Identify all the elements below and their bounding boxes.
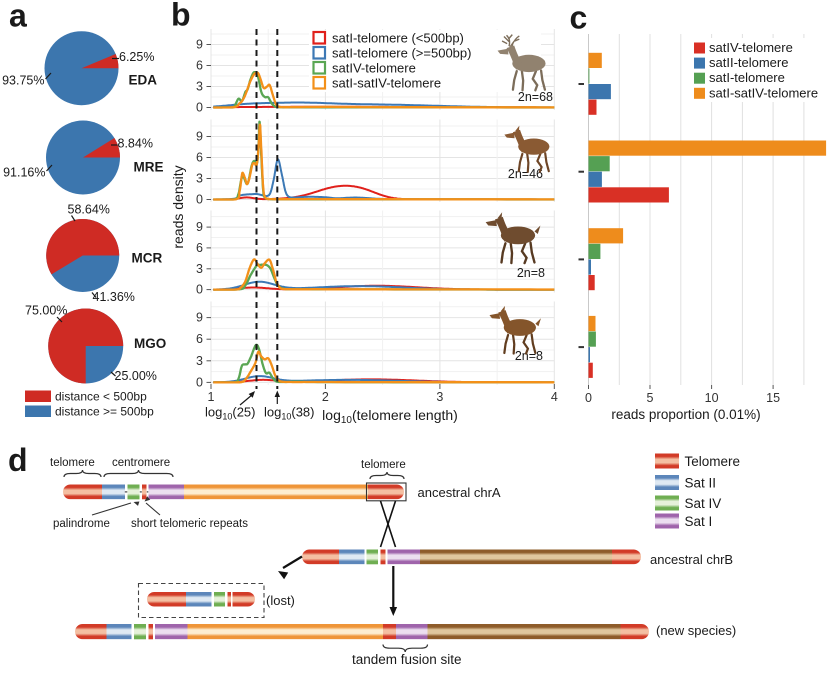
svg-text:10: 10: [705, 391, 719, 405]
svg-text:25.00%: 25.00%: [115, 369, 157, 383]
svg-text:3: 3: [196, 354, 203, 368]
svg-text:telomere: telomere: [50, 457, 95, 469]
svg-text:satIV-telomere: satIV-telomere: [709, 40, 793, 55]
svg-text:MCR: MCR: [132, 251, 163, 266]
svg-text:41.36%: 41.36%: [93, 290, 135, 304]
svg-text:91.16%: 91.16%: [3, 166, 45, 180]
svg-text:distance < 500bp: distance < 500bp: [55, 390, 147, 404]
svg-text:reads density: reads density: [170, 165, 186, 248]
svg-text:satII-telomere: satII-telomere: [709, 55, 788, 70]
svg-text:3: 3: [436, 390, 443, 404]
svg-text:palindrome: palindrome: [53, 518, 110, 530]
svg-text:tandem fusion site: tandem fusion site: [352, 652, 462, 667]
svg-text:0: 0: [196, 375, 203, 389]
svg-text:Sat II: Sat II: [685, 476, 717, 491]
svg-text:reads proportion (0.01%): reads proportion (0.01%): [611, 407, 760, 422]
svg-text:Sat I: Sat I: [685, 514, 713, 529]
svg-text:Telomere: Telomere: [685, 454, 741, 469]
svg-text:75.00%: 75.00%: [25, 304, 67, 318]
svg-text:6: 6: [196, 241, 203, 255]
svg-text:15: 15: [766, 391, 780, 405]
svg-text:telomere: telomere: [361, 459, 406, 471]
svg-text:Sat IV: Sat IV: [685, 496, 722, 511]
svg-text:satI-telomere (<500bp): satI-telomere (<500bp): [332, 31, 464, 46]
svg-text:58.64%: 58.64%: [68, 203, 110, 217]
svg-text:d: d: [8, 442, 28, 478]
svg-text:ancestral chrB: ancestral chrB: [650, 552, 733, 567]
svg-text:satI-telomere (>=500bp): satI-telomere (>=500bp): [332, 46, 471, 61]
svg-text:0: 0: [585, 391, 592, 405]
svg-text:9: 9: [196, 38, 203, 52]
svg-text:satIV-telomere: satIV-telomere: [332, 61, 416, 76]
svg-text:9: 9: [196, 220, 203, 234]
svg-text:8.84%: 8.84%: [118, 137, 153, 151]
svg-text:(lost): (lost): [266, 593, 295, 608]
svg-text:2n=8: 2n=8: [515, 349, 543, 363]
svg-text:6.25%: 6.25%: [119, 50, 154, 64]
svg-text:2: 2: [322, 390, 329, 404]
svg-text:EDA: EDA: [129, 73, 158, 88]
svg-text:c: c: [570, 0, 588, 36]
svg-text:6: 6: [196, 332, 203, 346]
svg-text:3: 3: [196, 80, 203, 94]
svg-text:satI-satIV-telomere: satI-satIV-telomere: [709, 85, 818, 100]
svg-text:log10(telomere length): log10(telomere length): [322, 407, 458, 426]
svg-text:distance >= 500bp: distance >= 500bp: [55, 405, 154, 419]
svg-text:MGO: MGO: [134, 336, 166, 351]
svg-text:9: 9: [196, 130, 203, 144]
svg-text:1: 1: [208, 390, 215, 404]
svg-text:5: 5: [647, 391, 654, 405]
svg-text:0: 0: [196, 283, 203, 297]
svg-text:0: 0: [196, 193, 203, 207]
svg-text:b: b: [171, 0, 191, 33]
svg-text:2n=46: 2n=46: [508, 167, 543, 181]
svg-text:2n=8: 2n=8: [517, 266, 545, 280]
svg-text:93.75%: 93.75%: [2, 74, 44, 88]
svg-text:0: 0: [196, 101, 203, 115]
svg-text:9: 9: [196, 311, 203, 325]
svg-text:satI-satIV-telomere: satI-satIV-telomere: [332, 76, 441, 91]
svg-text:centromere: centromere: [112, 457, 170, 469]
svg-text:4: 4: [551, 390, 558, 404]
svg-text:6: 6: [196, 59, 203, 73]
svg-text:log10(25): log10(25): [205, 405, 256, 422]
svg-text:2n=68: 2n=68: [518, 90, 553, 104]
svg-text:MRE: MRE: [134, 160, 164, 175]
svg-text:ancestral chrA: ancestral chrA: [418, 485, 501, 500]
svg-text:6: 6: [196, 151, 203, 165]
svg-text:3: 3: [196, 172, 203, 186]
svg-text:short telomeric repeats: short telomeric repeats: [131, 518, 248, 530]
svg-text:3: 3: [196, 262, 203, 276]
svg-text:log10(38): log10(38): [264, 405, 315, 422]
svg-text:a: a: [9, 0, 27, 34]
svg-text:(new species): (new species): [656, 623, 736, 638]
svg-text:satI-telomere: satI-telomere: [709, 70, 785, 85]
